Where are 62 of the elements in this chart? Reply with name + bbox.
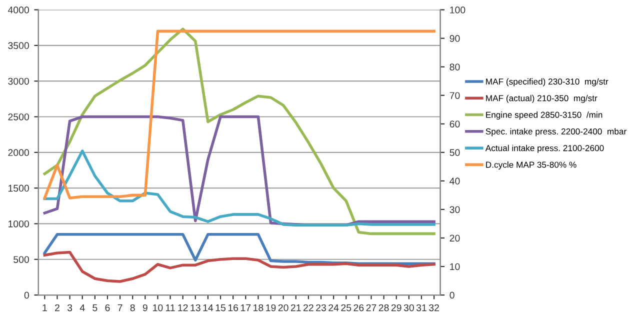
y-tick-label: 3000	[8, 78, 29, 85]
x-tick-label: 9	[142, 304, 148, 312]
legend-label: Spec. intake press. 2200-2400 mbar	[486, 128, 626, 136]
y-tick-label: 500	[14, 256, 29, 263]
x-tick-label: 17	[240, 304, 251, 312]
y-tick-label: 1500	[8, 184, 29, 192]
legend-label: MAF (specified) 230-310 mg/str	[486, 78, 608, 86]
y2-tick-label: 50	[450, 149, 460, 156]
x-tick-label: 28	[378, 304, 389, 312]
x-tick-label: 29	[391, 304, 402, 312]
legend-label: MAF (actual) 210-350 mg/str	[486, 94, 598, 103]
y-tick-label: 3500	[8, 42, 29, 50]
line-series	[43, 150, 436, 227]
y2-tick-label: 30	[450, 206, 460, 214]
legend-label: Actual intake press. 2100-2600	[485, 144, 604, 153]
x-tick-label: 11	[166, 304, 175, 312]
legend-label: D.cycle MAP 35-80% %	[486, 161, 576, 170]
x-tick-label: 5	[92, 304, 98, 312]
x-tick-label: 18	[254, 304, 264, 312]
line-series	[43, 28, 436, 236]
x-tick-label: 12	[178, 304, 188, 312]
y2-tick-label: 70	[450, 92, 460, 99]
legend-label: Engine speed 2850-3150 /min	[486, 112, 602, 120]
x-tick-label: 22	[304, 304, 314, 312]
y2-tick-label: 80	[450, 64, 460, 70]
x-tick-label: 23	[316, 304, 326, 312]
x-tick-label: 31	[416, 304, 426, 312]
x-tick-label: 7	[118, 304, 122, 312]
y-tick-label: 1000	[8, 220, 29, 228]
x-tick-label: 3	[67, 304, 72, 312]
x-tick-label: 21	[290, 304, 301, 312]
x-tick-label: 25	[341, 304, 352, 312]
y2-tick-label: 0	[450, 292, 454, 299]
x-tick-label: 30	[404, 304, 414, 312]
x-tick-label: 32	[429, 304, 439, 312]
x-tick-label: 26	[354, 304, 364, 312]
x-tick-label: 15	[216, 304, 226, 312]
y2-tick-label: 90	[450, 35, 460, 42]
x-tick-label: 13	[190, 304, 200, 312]
x-tick-label: 4	[80, 304, 85, 312]
x-tick-label: 8	[130, 304, 135, 312]
y-tick-label: 2000	[8, 149, 29, 156]
y-tick-label: 4000	[8, 6, 29, 14]
x-tick-label: 10	[153, 304, 163, 312]
x-tick-label: 1	[42, 304, 47, 312]
x-tick-label: 19	[266, 304, 276, 312]
line-series	[43, 250, 436, 283]
y-tick-label: 2500	[8, 113, 29, 120]
y2-tick-label: 10	[450, 263, 460, 270]
line-series	[43, 30, 436, 200]
x-tick-label: 2	[55, 304, 60, 312]
y-tick-label: 0	[24, 292, 29, 299]
x-tick-label: 6	[105, 304, 110, 312]
y2-tick-label: 20	[450, 234, 460, 242]
x-tick-label: 27	[366, 304, 376, 312]
x-tick-label: 14	[203, 304, 214, 312]
y2-tick-label: 40	[450, 178, 460, 185]
x-tick-label: 24	[328, 304, 339, 312]
x-tick-label: 20	[278, 304, 288, 312]
x-tick-label: 16	[228, 304, 238, 312]
y2-tick-label: 100	[450, 6, 466, 14]
y2-tick-label: 60	[450, 120, 460, 128]
